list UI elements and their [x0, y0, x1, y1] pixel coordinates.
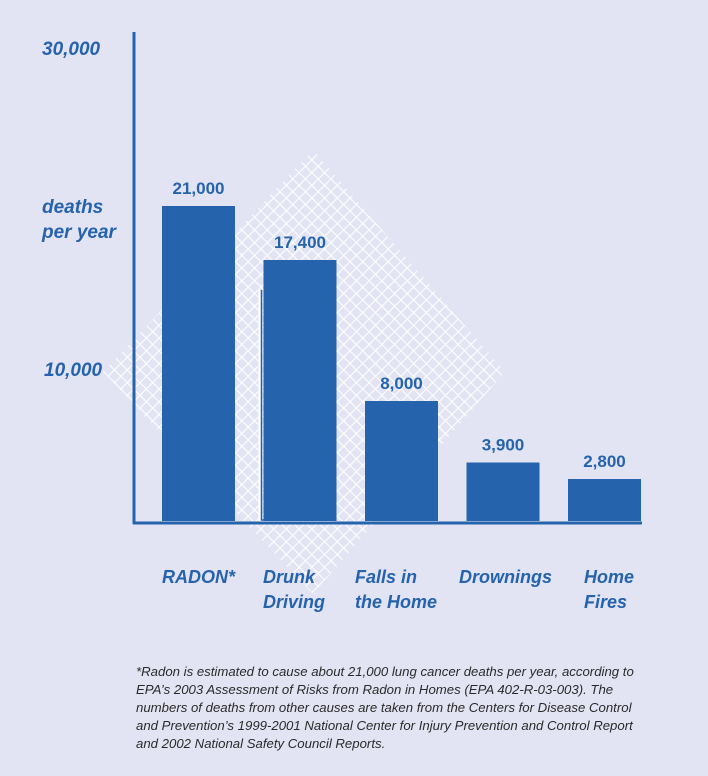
bar-value-label: 8,000 [380, 374, 423, 393]
bar-outline-detail-inner [260, 290, 334, 521]
footnote: *Radon is estimated to cause about 21,00… [136, 664, 634, 751]
bar-0 [162, 206, 235, 521]
y-axis-label: deaths per year [42, 197, 116, 243]
bar-3 [466, 462, 540, 521]
category-label: Home Fires [584, 567, 634, 612]
bar-1 [263, 260, 337, 521]
y-tick-label: 30,000 [42, 39, 101, 60]
bar-4 [568, 479, 641, 521]
bar-value-label: 2,800 [583, 452, 626, 471]
bar-2 [365, 401, 438, 521]
y-tick-label: 10,000 [44, 360, 103, 381]
category-label: RADON* [162, 567, 236, 587]
category-label: Falls in the Home [355, 567, 437, 612]
bar-value-label: 21,000 [173, 179, 225, 198]
bar-value-label: 17,400 [274, 233, 326, 252]
category-label: Drownings [459, 567, 552, 587]
bar-value-label: 3,900 [482, 436, 525, 455]
category-label: Drunk Driving [263, 567, 325, 612]
